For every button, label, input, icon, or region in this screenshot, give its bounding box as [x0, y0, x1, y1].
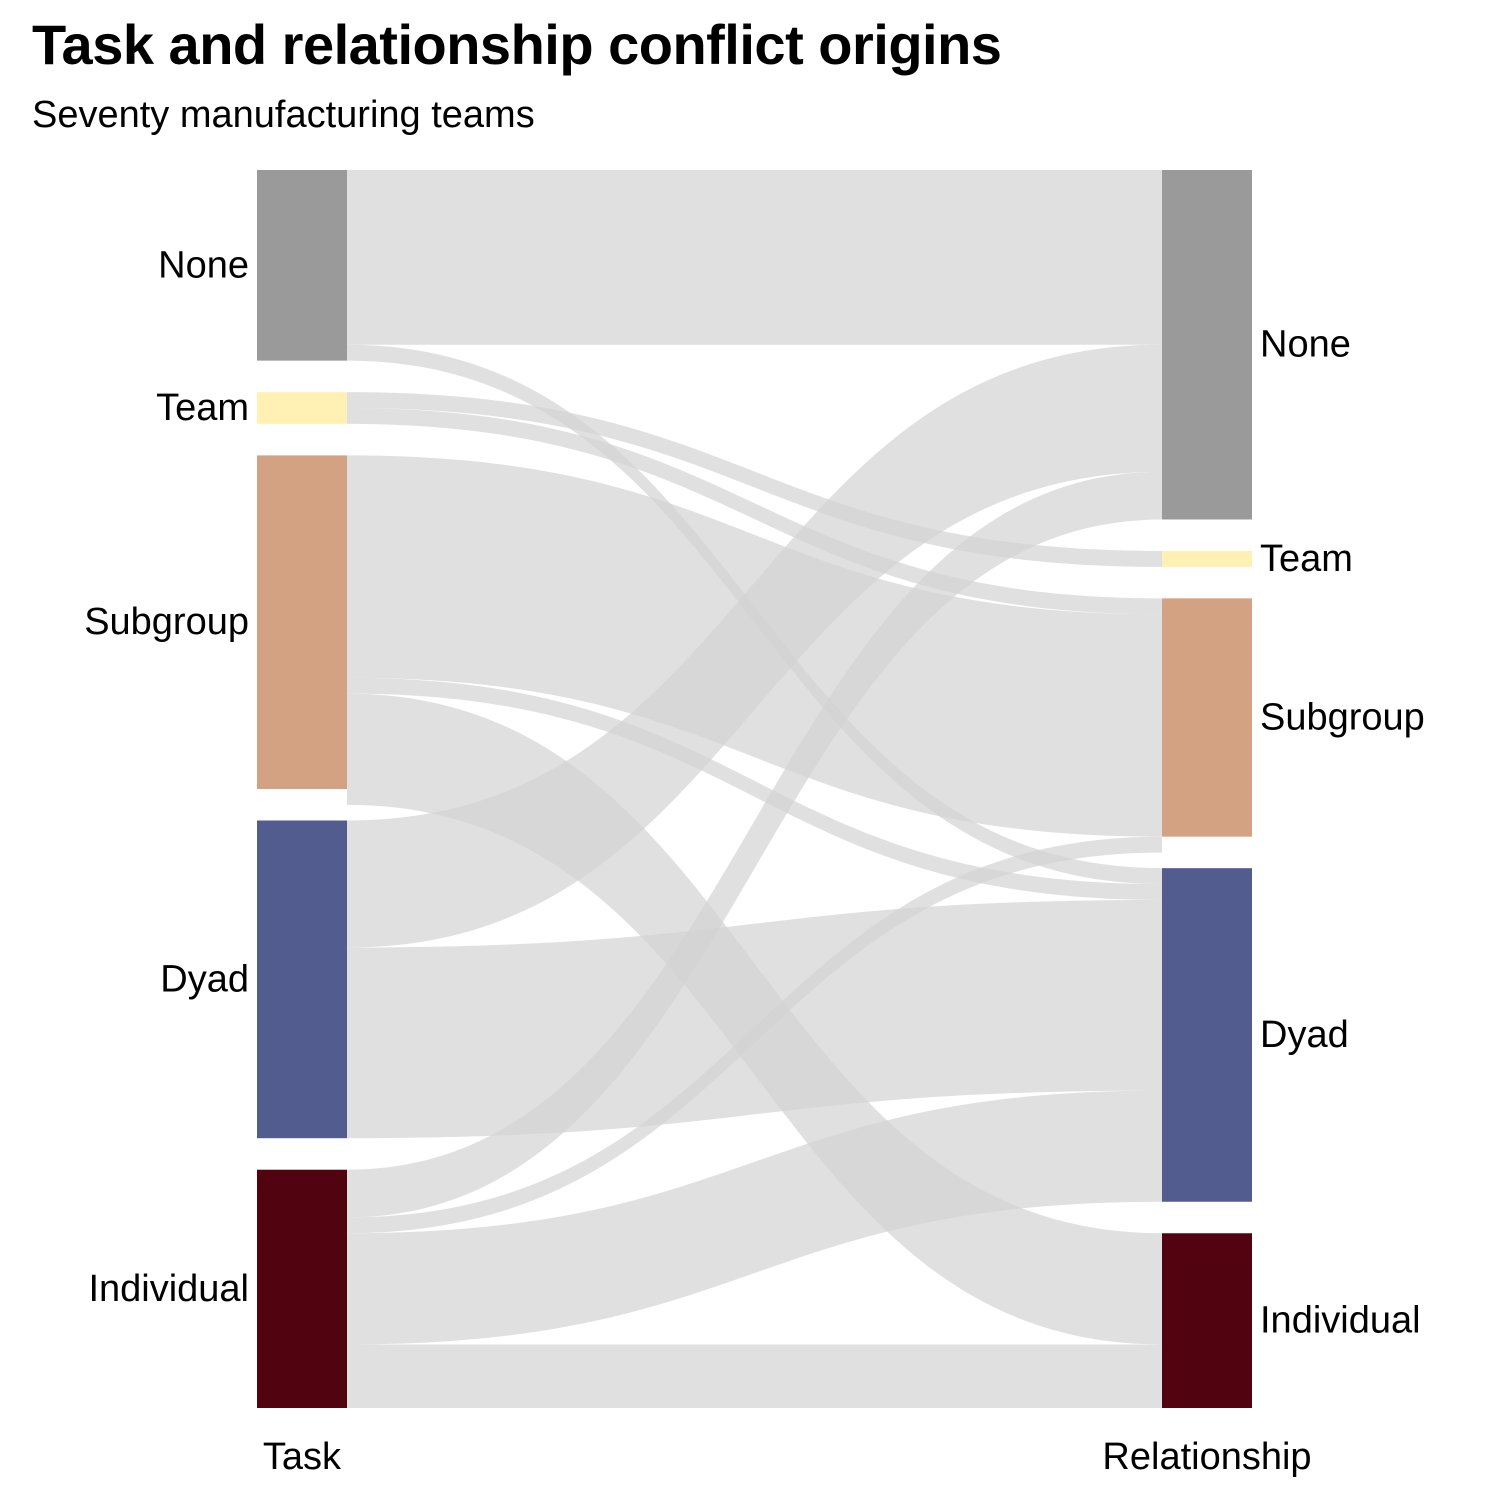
- node-relationship-dyad: [1162, 868, 1252, 1202]
- axis-label-relationship: Relationship: [1102, 1436, 1311, 1478]
- node-relationship-none: [1162, 170, 1252, 519]
- node-task-subgroup: [257, 455, 347, 789]
- node-task-dyad: [257, 821, 347, 1139]
- flow-none-to-none: [347, 170, 1162, 345]
- label-task-individual: Individual: [88, 1268, 249, 1310]
- label-task-dyad: Dyad: [160, 958, 249, 1000]
- label-task-team: Team: [156, 387, 249, 429]
- label-relationship-team: Team: [1260, 538, 1353, 580]
- label-relationship-individual: Individual: [1260, 1300, 1421, 1342]
- node-relationship-individual: [1162, 1233, 1252, 1408]
- label-relationship-dyad: Dyad: [1260, 1014, 1349, 1056]
- node-task-team: [257, 392, 347, 424]
- label-relationship-subgroup: Subgroup: [1260, 697, 1425, 739]
- node-relationship-team: [1162, 551, 1252, 567]
- axis-label-task: Task: [263, 1436, 342, 1478]
- node-task-individual: [257, 1170, 347, 1408]
- label-relationship-none: None: [1260, 324, 1351, 366]
- flow-individual-to-individual: [347, 1344, 1162, 1408]
- node-task-none: [257, 170, 347, 361]
- flow-layer: [347, 170, 1162, 1408]
- label-task-subgroup: Subgroup: [84, 601, 249, 643]
- node-relationship-subgroup: [1162, 598, 1252, 836]
- label-task-none: None: [158, 244, 249, 286]
